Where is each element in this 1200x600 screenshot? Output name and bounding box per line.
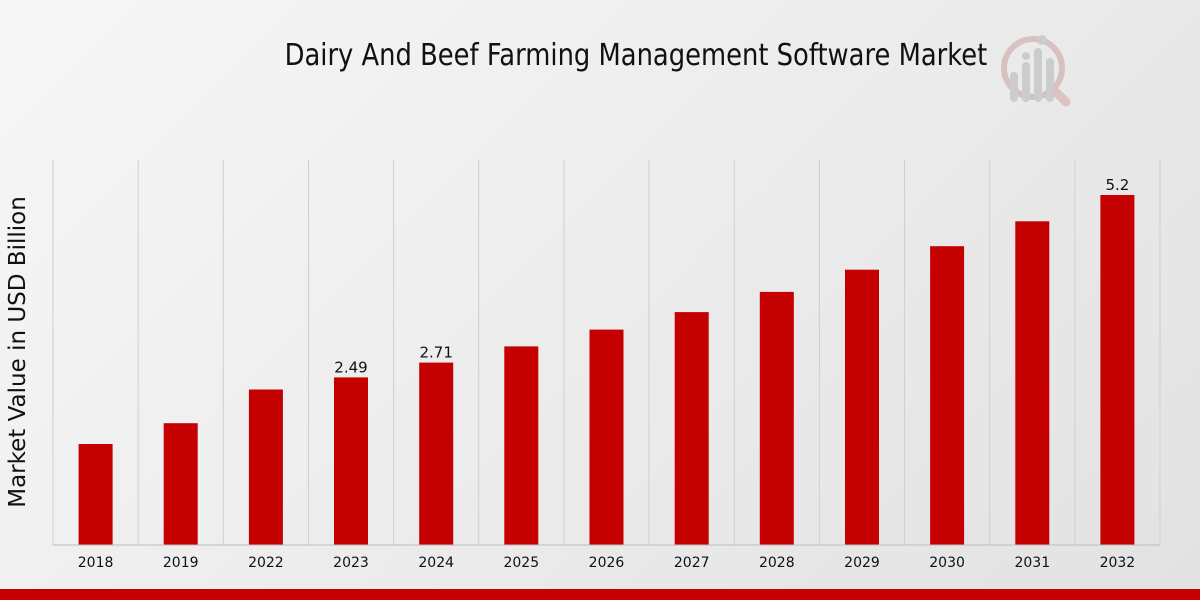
bar-2026 bbox=[589, 329, 624, 545]
x-tick-label-2027: 2027 bbox=[674, 555, 710, 571]
x-tick-label-2031: 2031 bbox=[1014, 555, 1050, 571]
bar-2023 bbox=[334, 377, 368, 545]
x-tick-label-2023: 2023 bbox=[333, 555, 369, 571]
bar-2031 bbox=[1015, 221, 1050, 546]
bar-2029 bbox=[845, 269, 879, 545]
x-tick-label-2024: 2024 bbox=[418, 555, 454, 571]
x-tick-label-2022: 2022 bbox=[248, 555, 284, 571]
data-labels: 2.49 2.71 5.2 bbox=[334, 176, 1129, 376]
bar-2027 bbox=[674, 312, 709, 545]
footer-accent-bar bbox=[0, 589, 1200, 600]
data-label-2023: 2.49 bbox=[334, 358, 367, 376]
bar-2018 bbox=[78, 444, 113, 545]
x-tick-label-2025: 2025 bbox=[503, 555, 539, 571]
data-label-2032: 5.2 bbox=[1105, 176, 1129, 194]
bar-2032 bbox=[1100, 195, 1135, 545]
chart-title: Dairy And Beef Farming Management Softwa… bbox=[284, 38, 988, 73]
bar-2028 bbox=[759, 291, 794, 545]
x-tick-label-2032: 2032 bbox=[1100, 555, 1136, 571]
bar-2019 bbox=[163, 423, 198, 545]
bars bbox=[78, 195, 1135, 546]
x-tick-label-2019: 2019 bbox=[163, 555, 199, 571]
brand-logo-icon bbox=[1001, 35, 1071, 107]
x-tick-labels: 2018 2019 2022 2023 2024 2025 2026 2027 2028 2029… bbox=[78, 555, 1135, 571]
bar-2030 bbox=[930, 246, 965, 545]
x-tick-label-2026: 2026 bbox=[589, 555, 625, 571]
data-label-2024: 2.71 bbox=[419, 344, 452, 362]
bar-2022 bbox=[248, 389, 283, 545]
x-tick-label-2030: 2030 bbox=[929, 555, 965, 571]
x-tick-label-2028: 2028 bbox=[759, 555, 795, 571]
bar-2024 bbox=[419, 362, 454, 545]
x-tick-label-2029: 2029 bbox=[844, 555, 880, 571]
x-tick-label-2018: 2018 bbox=[78, 555, 114, 571]
gridlines bbox=[52, 160, 1161, 545]
y-axis-title: Market Value in USD Billion bbox=[5, 196, 31, 508]
bar-2025 bbox=[504, 346, 539, 545]
